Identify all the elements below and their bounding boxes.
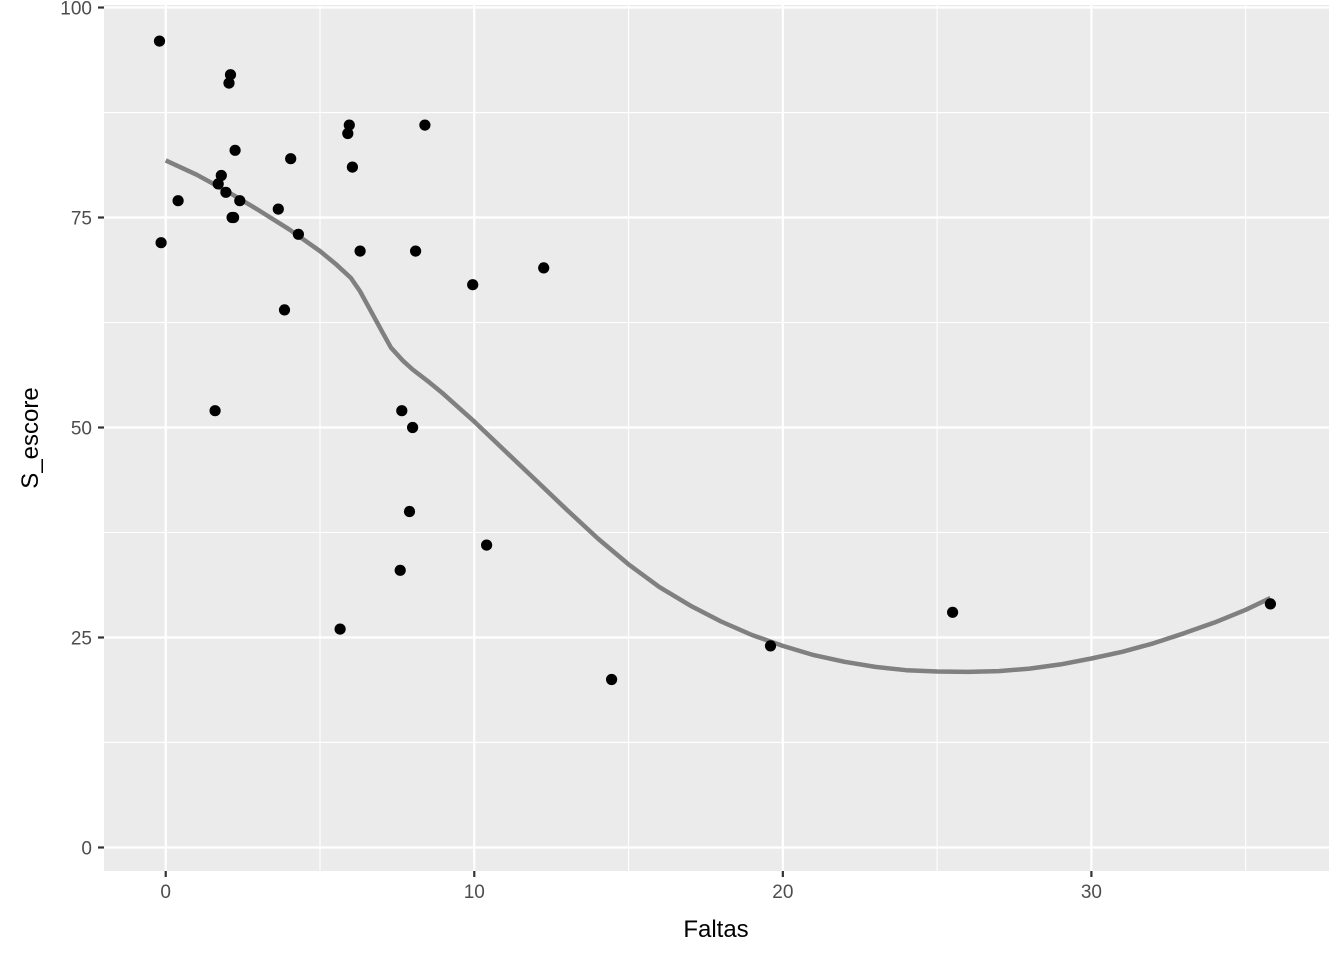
- data-point-17: [334, 623, 346, 635]
- y-tick-label-4: 100: [60, 0, 92, 20]
- data-point-19: [343, 119, 355, 131]
- data-point-13: [272, 203, 284, 215]
- data-point-6: [220, 186, 232, 198]
- points-group: [153, 35, 1276, 686]
- data-point-10: [228, 211, 240, 224]
- data-point-12: [234, 195, 246, 207]
- x-axis-title: Faltas: [683, 916, 748, 943]
- y-axis: 0 25 50 75 100: [60, 0, 104, 859]
- data-point-20: [346, 161, 358, 173]
- smooth-line-group: [164, 158, 1272, 675]
- data-point-25: [407, 421, 419, 434]
- smooth-line: [164, 158, 1272, 675]
- x-tick-label-0: 0: [160, 882, 171, 903]
- data-point-23: [396, 405, 408, 417]
- data-point-32: [764, 640, 777, 652]
- data-point-22: [394, 564, 406, 576]
- data-point-29: [481, 539, 493, 551]
- data-point-21: [354, 245, 366, 257]
- data-point-15: [285, 153, 297, 165]
- y-tick-label-2: 50: [71, 419, 92, 440]
- x-tick-label-2: 20: [772, 882, 793, 903]
- data-point-0: [153, 35, 166, 47]
- data-point-8: [224, 69, 237, 81]
- data-point-30: [538, 262, 550, 274]
- data-point-2: [172, 195, 184, 207]
- data-point-7: [223, 77, 235, 89]
- x-tick-label-3: 30: [1081, 882, 1102, 903]
- data-point-18: [342, 127, 354, 140]
- data-point-14: [278, 304, 291, 316]
- data-point-33: [947, 606, 959, 618]
- data-point-1: [155, 237, 167, 249]
- x-axis: 0 10 20 30: [160, 871, 1102, 903]
- data-point-3: [209, 405, 221, 417]
- x-tick-label-1: 10: [464, 882, 485, 903]
- grid-major: [104, 5, 1329, 871]
- data-point-27: [419, 119, 431, 131]
- data-point-4: [212, 178, 224, 190]
- y-tick-label-1: 25: [71, 628, 92, 649]
- data-point-31: [606, 673, 618, 686]
- data-point-26: [410, 245, 422, 257]
- data-point-34: [1264, 598, 1276, 610]
- data-point-24: [403, 505, 416, 518]
- y-tick-label-3: 75: [71, 209, 92, 230]
- data-point-28: [467, 279, 479, 291]
- y-tick-label-0: 0: [81, 838, 92, 859]
- grid-minor: [104, 5, 1329, 871]
- y-axis-title: S_escore: [17, 387, 44, 488]
- data-point-16: [292, 228, 304, 240]
- data-point-5: [215, 169, 227, 182]
- plot-panel: [104, 5, 1329, 871]
- data-point-11: [229, 144, 241, 156]
